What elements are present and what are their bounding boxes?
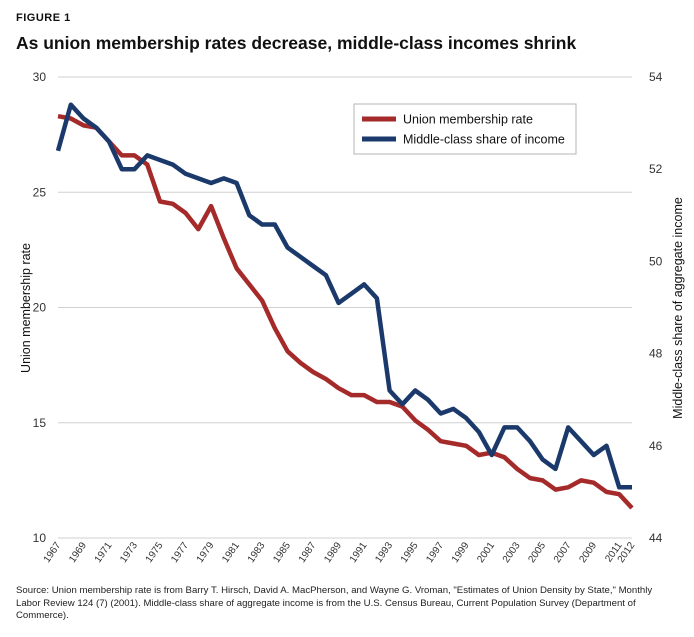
right-tick-label: 46	[649, 439, 663, 453]
right-axis-ticks: 44 46 48 50 52 54	[649, 70, 663, 545]
x-tick-label: 1975	[144, 540, 166, 565]
x-tick-label: 2009	[577, 540, 599, 565]
x-tick-label: 1981	[220, 540, 242, 565]
x-tick-label: 2001	[475, 540, 497, 565]
right-tick-label: 48	[649, 347, 663, 361]
legend-box	[353, 103, 577, 155]
left-tick-label: 25	[33, 185, 47, 199]
right-axis-title: Middle-class share of aggregate income	[671, 197, 685, 419]
x-tick-label: 1973	[118, 540, 140, 565]
x-tick-label: 1995	[399, 540, 421, 565]
left-axis-title: Union membership rate	[19, 243, 33, 373]
middle-class-share-line	[55, 102, 632, 490]
x-tick-label: 1985	[271, 540, 293, 565]
x-axis-ticks: 1967 1969 1971 1973 1975 1977 1979 1981 1983 1985…	[42, 537, 638, 565]
legend-label-union: Union membership rate	[403, 113, 533, 127]
x-tick-label: 1977	[169, 540, 191, 565]
x-tick-label: 1987	[297, 540, 319, 565]
figure-label: FIGURE 1	[16, 12, 71, 24]
right-tick-label: 52	[649, 162, 663, 176]
x-tick-label: 1969	[67, 540, 89, 565]
x-tick-label: 1983	[246, 540, 268, 565]
left-axis-ticks: 10 15 20 25 30	[33, 70, 47, 545]
left-tick-label: 15	[33, 416, 47, 430]
line-chart: 10 15 20 25 30 44 46 48 50 52 54 1967 1969 1971 1973…	[19, 70, 685, 565]
left-tick-label: 30	[33, 70, 47, 84]
right-tick-label: 54	[649, 70, 663, 84]
right-tick-label: 44	[649, 531, 663, 545]
union-membership-line	[57, 113, 634, 510]
series-lines	[55, 102, 634, 510]
legend-label-middle-class: Middle-class share of income	[403, 133, 565, 147]
source-note: Source: Union membership rate is from Ba…	[16, 585, 653, 621]
x-tick-label: 1993	[373, 540, 395, 565]
chart-title: As union membership rates decrease, midd…	[16, 33, 577, 53]
x-tick-label: 2005	[526, 540, 548, 565]
legend: Union membership rate Middle-class share…	[353, 103, 577, 155]
x-tick-label: 1991	[348, 540, 370, 565]
x-tick-label: 1997	[424, 540, 446, 565]
right-tick-label: 50	[649, 254, 663, 268]
x-tick-label: 1971	[93, 540, 115, 565]
x-tick-label: 2007	[552, 540, 574, 565]
x-tick-label: 2003	[501, 540, 523, 565]
x-tick-label: 1999	[450, 540, 472, 565]
left-tick-label: 10	[33, 531, 47, 545]
x-tick-label: 1989	[322, 540, 344, 565]
x-tick-label: 1979	[195, 540, 217, 565]
left-tick-label: 20	[33, 301, 47, 315]
